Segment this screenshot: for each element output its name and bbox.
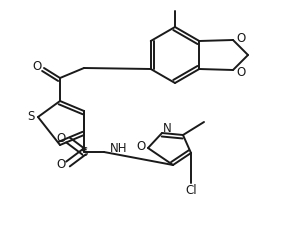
Text: S: S <box>80 145 88 159</box>
Text: Cl: Cl <box>185 183 197 197</box>
Text: O: O <box>56 133 65 145</box>
Text: O: O <box>56 159 65 172</box>
Text: O: O <box>32 60 42 73</box>
Text: O: O <box>236 31 246 45</box>
Text: O: O <box>136 141 146 153</box>
Text: S: S <box>27 111 35 123</box>
Text: O: O <box>236 66 246 78</box>
Text: NH: NH <box>110 143 128 156</box>
Text: N: N <box>162 121 171 135</box>
